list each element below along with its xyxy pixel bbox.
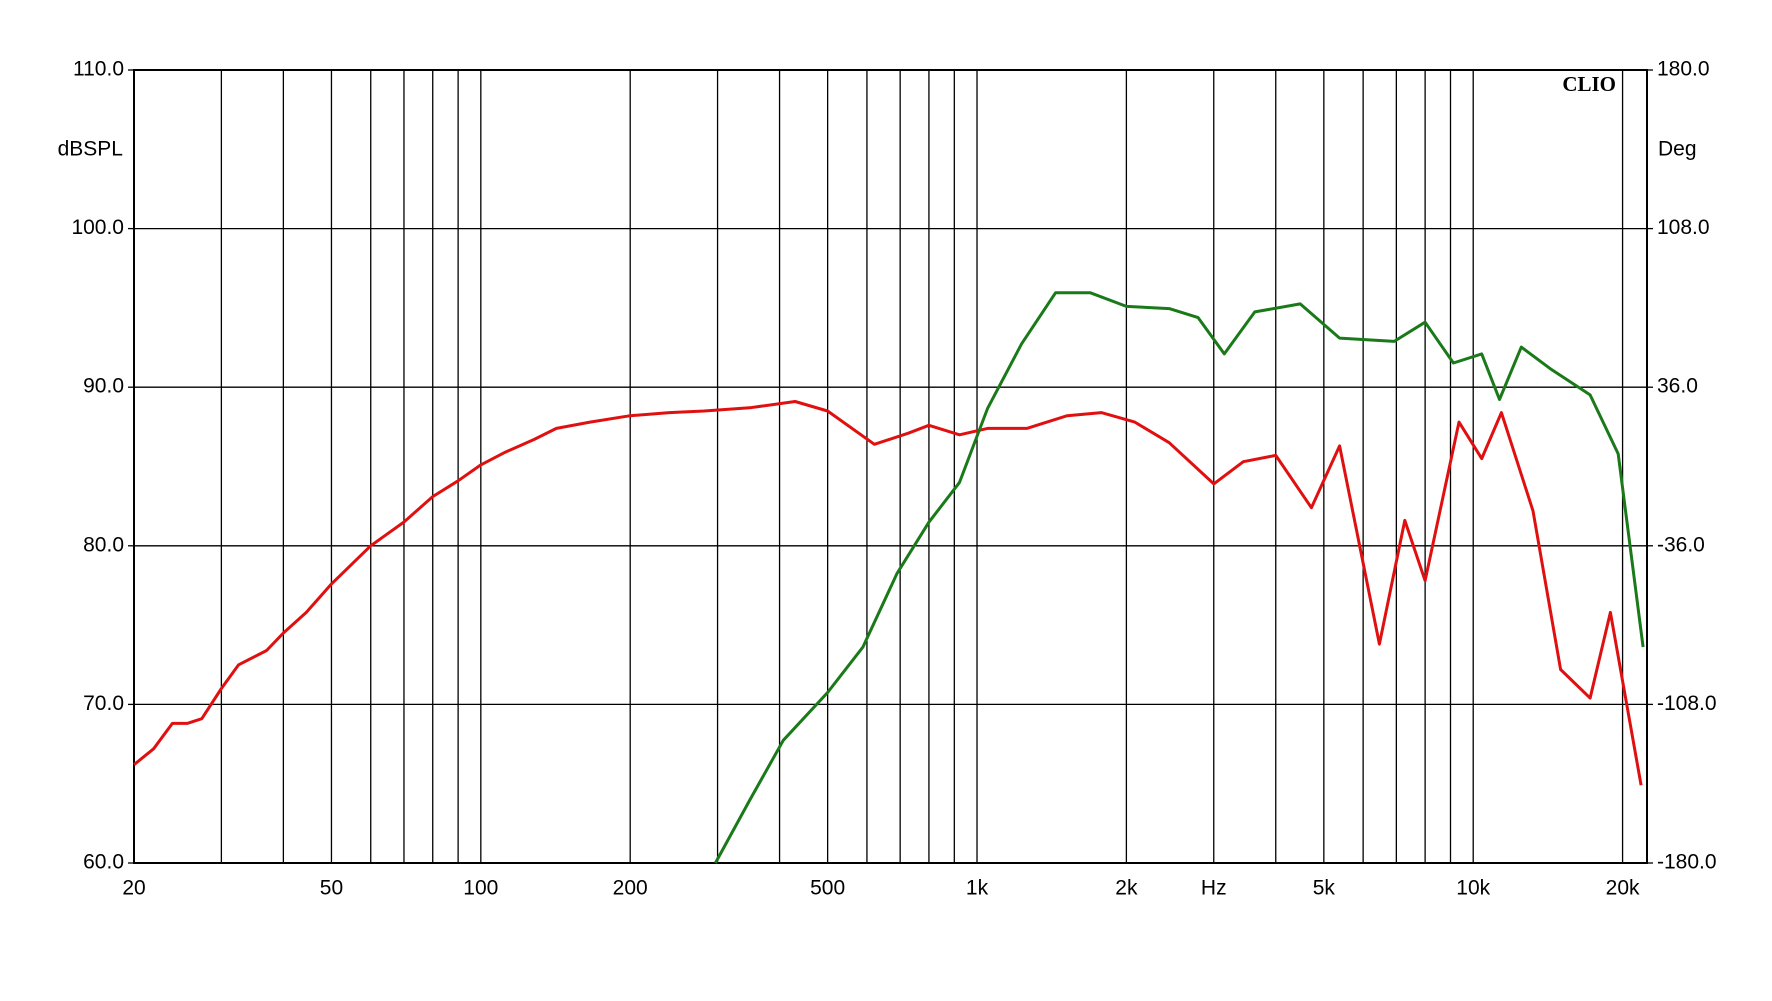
annotation: CLIO bbox=[1562, 72, 1616, 96]
y2-axis-label: Deg bbox=[1658, 138, 1697, 161]
x-tick-label: 1k bbox=[966, 877, 989, 900]
y2-tick-label: 180.0 bbox=[1657, 58, 1710, 81]
y2-tick-label: 36.0 bbox=[1657, 375, 1698, 398]
y-tick-label: 90.0 bbox=[83, 375, 124, 398]
x-tick-label: 20 bbox=[122, 877, 145, 900]
y-tick-label: 80.0 bbox=[83, 533, 124, 556]
y-tick-label: 60.0 bbox=[83, 851, 124, 874]
x-tick-label: 2k bbox=[1115, 877, 1138, 900]
y-axis-label: dBSPL bbox=[58, 138, 123, 161]
series-line bbox=[133, 400, 1643, 786]
y2-tick-label: -180.0 bbox=[1657, 851, 1717, 874]
plot-frame bbox=[133, 69, 1648, 864]
y2-tick-label: -36.0 bbox=[1657, 533, 1705, 556]
x-tick-label: 10k bbox=[1456, 877, 1490, 900]
series-line bbox=[714, 291, 1645, 864]
y2-tick-label: -108.0 bbox=[1657, 692, 1717, 715]
y-tick-label: 100.0 bbox=[71, 216, 124, 239]
x-tick-label: 50 bbox=[320, 877, 343, 900]
y-tick-label: 70.0 bbox=[83, 692, 124, 715]
x-tick-label: 20k bbox=[1606, 877, 1640, 900]
x-tick-label: 200 bbox=[613, 877, 648, 900]
y2-tick-label: 108.0 bbox=[1657, 216, 1710, 239]
x-tick-label: 500 bbox=[810, 877, 845, 900]
x-tick-label: Hz bbox=[1201, 877, 1227, 900]
x-tick-label: 5k bbox=[1313, 877, 1336, 900]
y-tick-label: 110.0 bbox=[73, 58, 124, 81]
x-tick-label: 100 bbox=[463, 877, 498, 900]
